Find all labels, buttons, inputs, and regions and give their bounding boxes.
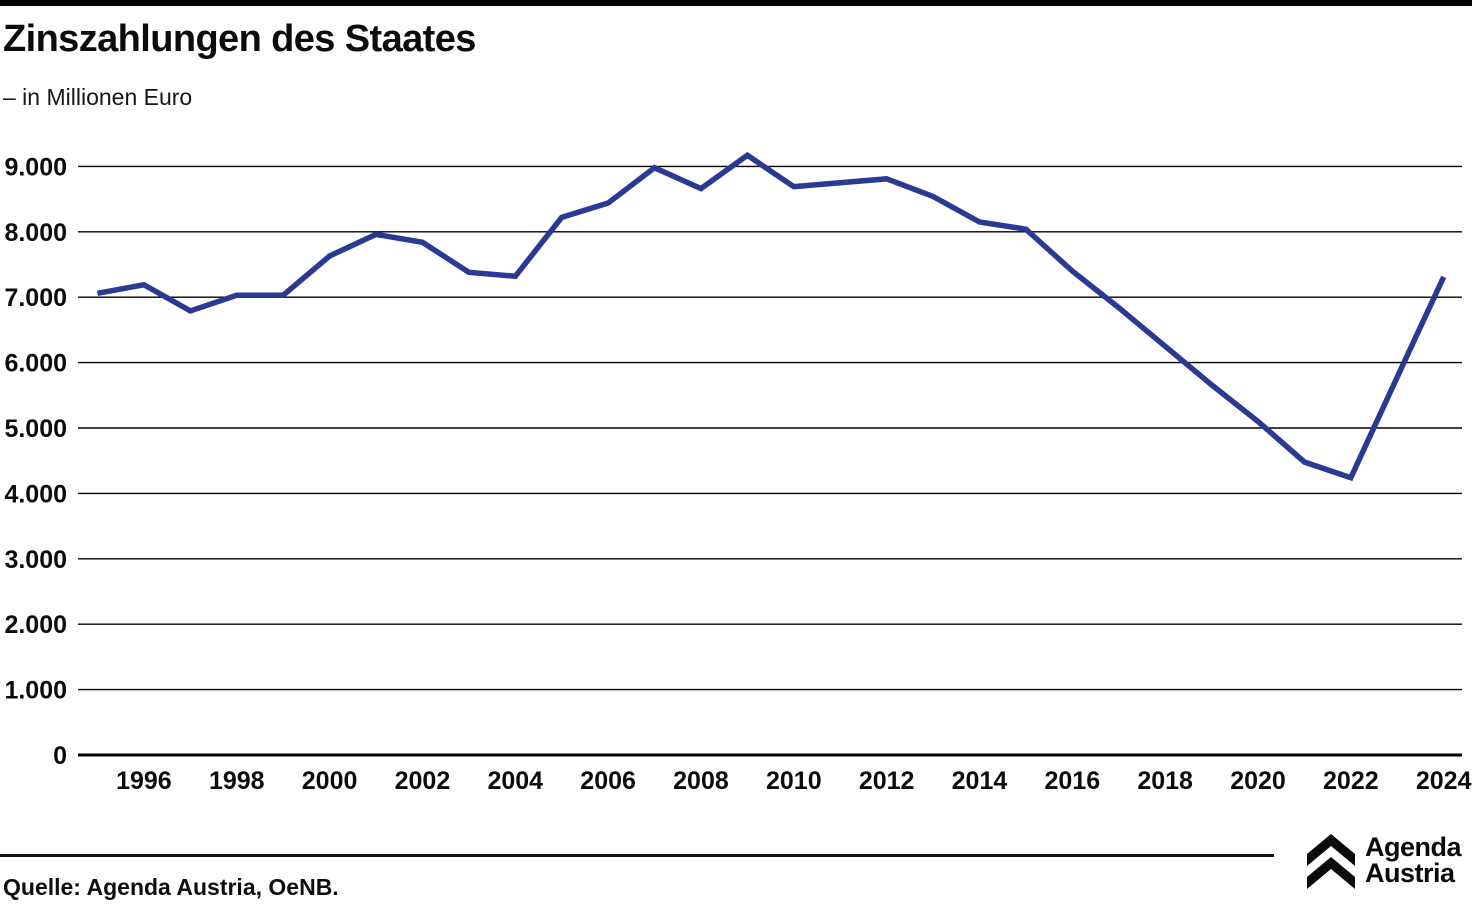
chart-title: Zinszahlungen des Staates <box>3 18 476 60</box>
x-tick-label: 2000 <box>302 767 358 795</box>
logo-wordmark: Agenda Austria <box>1365 832 1462 888</box>
x-tick-label: 2002 <box>395 767 451 795</box>
top-accent-bar <box>0 0 1472 6</box>
double-chevron-up-icon <box>1307 834 1355 889</box>
y-tick-label: 7.000 <box>4 284 67 312</box>
x-tick-label: 1998 <box>209 767 265 795</box>
y-tick-label: 0 <box>53 742 67 770</box>
y-tick-label: 3.000 <box>4 546 67 574</box>
chart-subtitle: – in Millionen Euro <box>3 84 193 110</box>
x-tick-label: 2018 <box>1137 767 1193 795</box>
x-tick-label: 2006 <box>580 767 636 795</box>
x-tick-label: 2004 <box>487 767 543 795</box>
y-tick-label: 1.000 <box>4 677 67 705</box>
x-tick-label: 1996 <box>116 767 172 795</box>
agenda-austria-logo: Agenda Austria <box>1306 831 1462 889</box>
x-tick-label: 2010 <box>766 767 822 795</box>
source-note: Quelle: Agenda Austria, OeNB. <box>3 874 339 900</box>
x-tick-label: 2024 <box>1416 767 1472 795</box>
x-tick-label: 2014 <box>952 767 1008 795</box>
y-tick-label: 8.000 <box>4 219 67 247</box>
logo-text-line2: Austria <box>1365 858 1455 888</box>
logo-text-line1: Agenda <box>1365 832 1462 862</box>
y-tick-label: 2.000 <box>4 611 67 639</box>
x-tick-label: 2012 <box>859 767 915 795</box>
y-tick-label: 5.000 <box>4 415 67 443</box>
data-line-zinszahlungen <box>97 151 1447 482</box>
y-tick-label: 9.000 <box>4 153 67 181</box>
footer-divider <box>0 854 1274 857</box>
x-tick-label: 2022 <box>1323 767 1379 795</box>
x-tick-label: 2008 <box>673 767 729 795</box>
x-tick-label: 2020 <box>1230 767 1286 795</box>
x-tick-label: 2016 <box>1045 767 1101 795</box>
y-tick-label: 6.000 <box>4 350 67 378</box>
y-tick-label: 4.000 <box>4 480 67 508</box>
